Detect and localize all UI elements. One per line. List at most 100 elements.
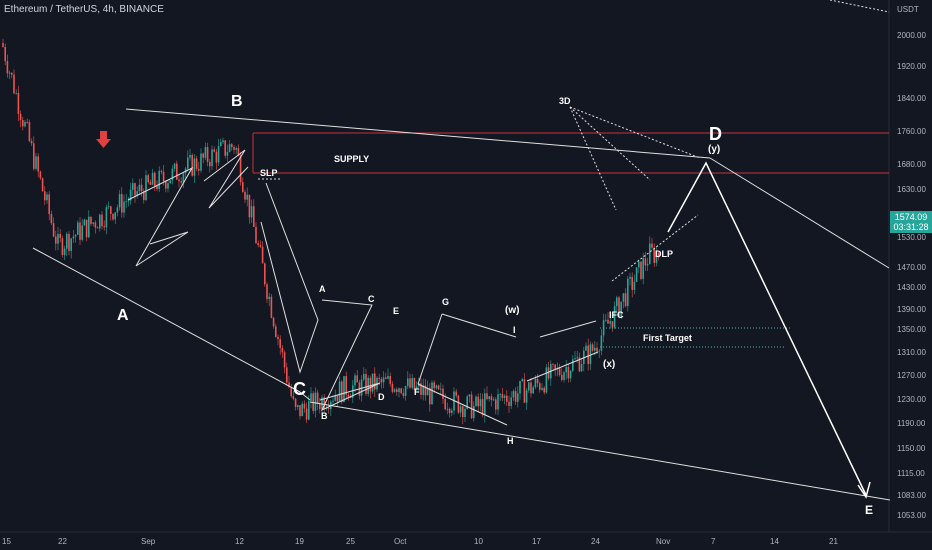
- candle-body: [470, 394, 473, 419]
- candle-body: [114, 212, 116, 220]
- candle-body: [145, 175, 147, 201]
- candle-body: [151, 172, 154, 185]
- candle-body: [154, 172, 156, 187]
- candle-body: [88, 216, 90, 238]
- first-target-label: First Target: [643, 333, 692, 343]
- candle-body: [459, 406, 462, 413]
- time-tick-label: 24: [591, 537, 600, 546]
- candle-body: [429, 388, 431, 405]
- candle-body: [314, 392, 317, 411]
- candle-body: [248, 194, 251, 218]
- candle-body: [477, 396, 479, 407]
- candle-body: [321, 397, 323, 410]
- candle-body: [567, 366, 570, 379]
- candle-body: [46, 194, 48, 201]
- candle-body: [552, 364, 554, 365]
- sub-label-a: A: [319, 284, 326, 294]
- candle-body: [217, 145, 220, 163]
- candle-body: [147, 175, 149, 183]
- price-tick-label: 1530.00: [897, 233, 926, 242]
- candle-body: [162, 171, 165, 182]
- candle-body: [380, 379, 383, 383]
- time-tick-label: Sep: [141, 537, 156, 546]
- candle-body: [209, 161, 211, 167]
- candle-body: [517, 393, 519, 402]
- red-arrow-icon: [96, 131, 111, 148]
- x-channel-top: [539, 320, 597, 338]
- candle-body: [301, 403, 303, 417]
- candle-body: [514, 391, 517, 402]
- candle-body: [118, 194, 121, 208]
- time-tick-label: 22: [58, 537, 67, 546]
- candle-body: [138, 184, 141, 192]
- candle-body: [528, 382, 530, 391]
- candle-body: [63, 248, 66, 255]
- candle-body: [387, 376, 389, 379]
- candle-body: [624, 293, 627, 307]
- price-tick-label: 1350.00: [897, 325, 926, 334]
- candle-body: [547, 367, 550, 379]
- candle-body: [237, 148, 240, 156]
- candle-body: [635, 267, 638, 282]
- candle-body: [288, 382, 290, 388]
- candle-body: [521, 379, 523, 381]
- candle-body: [176, 163, 178, 180]
- candle-body: [519, 380, 521, 394]
- candle-body: [294, 398, 297, 408]
- wave-label-x: (x): [603, 359, 615, 370]
- candle-body: [204, 147, 207, 158]
- time-tick-label: 15: [2, 537, 11, 546]
- candle-body: [565, 366, 567, 373]
- candle-body: [41, 178, 44, 192]
- candle-body: [22, 120, 24, 127]
- wave-label-b: B: [231, 93, 243, 110]
- candle-body: [264, 263, 266, 285]
- candle-body: [343, 376, 345, 403]
- candle-body: [81, 225, 83, 240]
- w-channel-left: [417, 313, 443, 385]
- candle-body: [506, 395, 508, 402]
- candle-body: [30, 141, 33, 144]
- candle-body: [495, 399, 497, 410]
- candle-body: [336, 395, 339, 402]
- candle-body: [371, 373, 374, 392]
- candle-body: [587, 345, 589, 365]
- candle-body: [235, 148, 237, 150]
- price-tick-label: 1920.00: [897, 62, 926, 71]
- candle-body: [193, 158, 196, 176]
- candle-body: [323, 397, 325, 409]
- candle-body: [198, 168, 200, 171]
- candle-body: [11, 72, 13, 75]
- candle-body: [132, 183, 134, 190]
- candle-body: [270, 296, 273, 318]
- candle-body: [481, 399, 484, 416]
- candle-body: [224, 140, 226, 156]
- candle-body: [149, 182, 152, 185]
- three-d-line-3: [569, 106, 701, 159]
- slp-label: SLP: [260, 168, 278, 178]
- sub-label-f: F: [414, 387, 420, 397]
- candle-body: [446, 408, 449, 410]
- price-tick-label: 1310.00: [897, 348, 926, 357]
- candle-body: [543, 387, 545, 393]
- candle-body: [116, 207, 119, 213]
- candle-body: [180, 181, 182, 183]
- candle-body: [33, 143, 35, 169]
- candle-body: [490, 396, 493, 400]
- candle-body: [228, 144, 231, 153]
- candle-body: [589, 344, 592, 365]
- candle-body: [488, 396, 490, 399]
- price-tick-label: 1190.00: [897, 419, 926, 428]
- price-tick-label: 1470.00: [897, 263, 926, 272]
- candle-body: [655, 252, 658, 263]
- candle-body: [347, 394, 350, 398]
- candle-body: [605, 319, 607, 321]
- base-trendline: [309, 401, 891, 501]
- candle-body: [596, 347, 598, 352]
- candle-body: [77, 222, 79, 235]
- candle-body: [140, 184, 143, 192]
- candle-body: [66, 233, 68, 249]
- candle-body: [561, 374, 563, 380]
- candle-body: [541, 387, 543, 390]
